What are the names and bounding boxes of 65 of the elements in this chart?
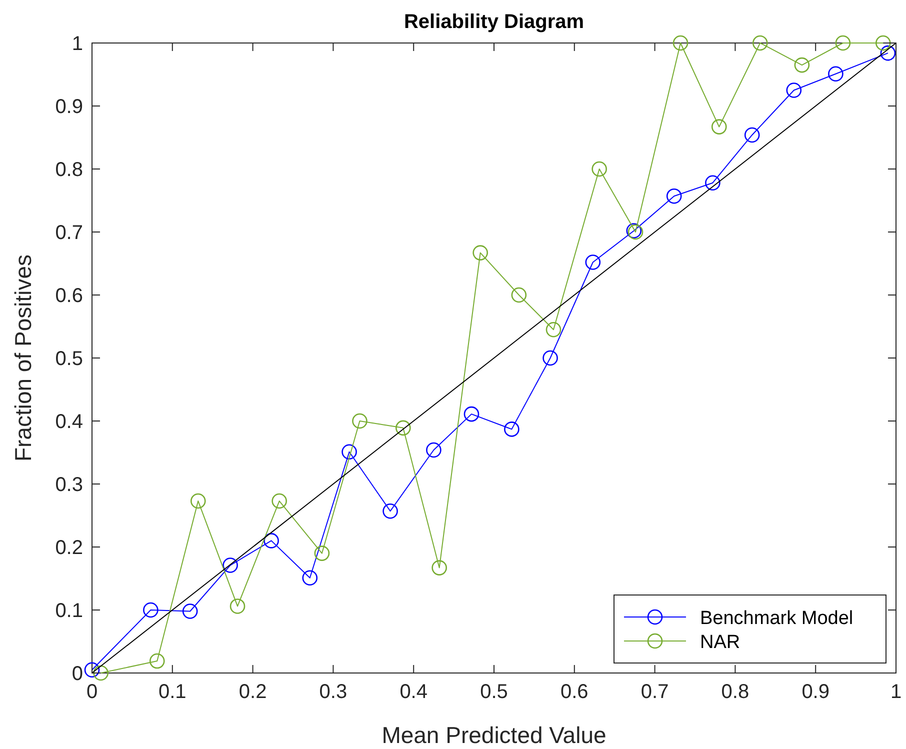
y-tick-label: 0.3 — [55, 474, 83, 496]
point — [875, 35, 891, 51]
point — [786, 82, 802, 98]
y-tick-label: 1 — [72, 33, 83, 55]
x-tick-label: 0.8 — [721, 681, 750, 703]
point — [592, 161, 607, 177]
y-tick-label: 0.9 — [55, 96, 83, 118]
point — [396, 420, 411, 436]
chart-title: Reliability Diagram — [404, 11, 584, 33]
y-tick-label: 0.7 — [55, 222, 83, 244]
point — [222, 558, 238, 573]
point — [182, 604, 198, 619]
y-tick-label: 0 — [72, 663, 83, 685]
point — [744, 127, 760, 143]
x-tick-label: 0.9 — [802, 681, 830, 703]
point — [835, 35, 851, 51]
point — [426, 442, 442, 458]
point — [542, 350, 558, 366]
y-tick-label: 0.1 — [55, 600, 83, 622]
point — [711, 119, 727, 134]
point — [314, 546, 330, 561]
point — [143, 602, 158, 618]
point — [352, 413, 368, 429]
x-tick-label: 1 — [890, 681, 902, 703]
point — [230, 598, 246, 614]
point — [342, 444, 357, 460]
x-tick-label: 0.6 — [560, 681, 588, 703]
point — [264, 533, 279, 548]
x-tick-label: 0.1 — [158, 681, 186, 703]
y-axis-title: Fraction of Positives — [10, 254, 36, 462]
point — [752, 35, 768, 51]
point — [880, 45, 896, 61]
point — [585, 254, 601, 270]
point — [472, 245, 488, 260]
point — [511, 287, 527, 303]
point — [794, 57, 810, 73]
x-tick-label: 0.5 — [480, 681, 508, 703]
point — [464, 406, 480, 422]
point — [432, 560, 447, 576]
point — [705, 175, 720, 191]
x-axis-title: Mean Predicted Value — [382, 722, 606, 748]
point — [546, 322, 562, 338]
y-tick-label: 0.4 — [55, 411, 83, 433]
legend-label: NAR — [700, 632, 740, 653]
legend-label: Benchmark Model — [700, 608, 854, 629]
point — [666, 188, 682, 204]
y-tick-label: 0.8 — [55, 159, 83, 181]
x-tick-label: 0.3 — [319, 681, 348, 703]
point — [84, 662, 100, 678]
point — [93, 665, 108, 681]
x-tick-label: 0.4 — [400, 681, 428, 703]
x-tick-label: 0.2 — [238, 681, 267, 703]
x-tick-label: 0.7 — [640, 681, 669, 703]
y-tick-label: 0.5 — [55, 348, 83, 370]
point — [672, 35, 688, 51]
point — [302, 570, 318, 586]
point — [149, 653, 165, 669]
point — [272, 493, 287, 509]
y-tick-label: 0.2 — [55, 537, 83, 559]
y-tick-label: 0.6 — [55, 285, 83, 307]
point — [828, 66, 844, 82]
point — [382, 503, 398, 519]
point — [504, 422, 520, 437]
x-tick-label: 0 — [86, 681, 98, 703]
point — [190, 493, 206, 509]
